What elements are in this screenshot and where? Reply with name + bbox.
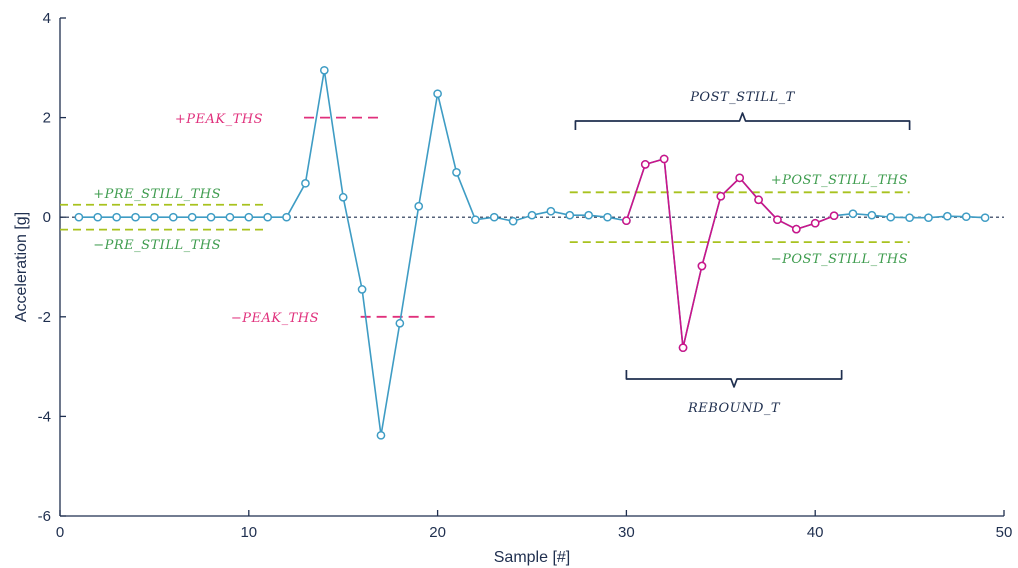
main-series-point (943, 211, 952, 221)
main-series-point (93, 212, 103, 222)
rebound-series-point (622, 216, 631, 226)
main-series-point (187, 212, 197, 222)
main-series-point (150, 212, 159, 222)
x-tick-label: 10 (240, 524, 257, 541)
main-series-point (924, 213, 933, 223)
main-series-point (886, 212, 896, 222)
y-tick-label: 2 (43, 110, 51, 127)
threshold-label: −PRE_STILL_THS (93, 238, 221, 253)
rebound-series-point (810, 218, 820, 228)
data-series (74, 65, 990, 440)
bracket-label: REBOUND_T (687, 401, 781, 416)
main-series-point (112, 212, 121, 222)
main-series-point (603, 212, 612, 222)
x-tick-label: 30 (618, 524, 635, 541)
main-series-point (282, 212, 291, 222)
rebound-series-point (754, 195, 763, 205)
main-series-point (357, 285, 367, 294)
threshold-label: +POST_STILL_THS (771, 173, 908, 188)
x-axis-label: Sample [#] (494, 549, 570, 566)
main-series-point (131, 212, 140, 222)
rebound-series-point (697, 261, 707, 271)
y-tick-label: -6 (38, 508, 51, 525)
rebound-series-point (640, 160, 650, 169)
main-series-point (168, 212, 178, 222)
main-series-point (376, 430, 386, 440)
main-series-point (433, 89, 442, 99)
main-series-point (527, 210, 537, 220)
main-series-point (867, 210, 877, 220)
y-tick-label: 4 (43, 10, 51, 27)
bracket-shape (625, 370, 843, 388)
time-brackets: POST_STILL_T REBOUND_T (574, 90, 911, 416)
y-axis-label: Acceleration [g] (13, 212, 30, 322)
threshold-lines: +PEAK_THS −PEAK_THS +PRE_STILL_THS −PRE_STI… (60, 112, 910, 326)
main-series-point (508, 216, 518, 226)
threshold-label: +PRE_STILL_THS (93, 187, 221, 202)
rebound-series-point (829, 211, 839, 221)
main-series-point (301, 178, 310, 188)
main-series-point (471, 215, 480, 225)
main-series-point (338, 192, 348, 202)
main-series-point (319, 65, 329, 75)
axes: 0 10 20 30 40 50 -6 -4 -2 0 2 4 (38, 10, 1013, 541)
main-series-point (74, 212, 84, 222)
main-series-point (244, 212, 254, 222)
main-series-point (395, 318, 405, 328)
y-tick-label: -2 (38, 309, 51, 326)
main-series-point (263, 212, 273, 222)
x-tick-label: 50 (996, 524, 1013, 541)
text-labels: Sample [#] Acceleration [g] (13, 212, 570, 566)
main-series-point (905, 213, 914, 223)
bracket-label: POST_STILL_T (689, 90, 795, 105)
rebound-series-point (659, 154, 669, 164)
rebound-series-point (716, 191, 726, 201)
x-tick-label: 0 (56, 524, 64, 541)
main-series-point (980, 213, 990, 223)
rebound-series-point (678, 343, 688, 353)
main-series-point (961, 212, 971, 222)
rebound-series-point (735, 173, 745, 183)
main-series-point (206, 212, 216, 222)
main-series-point (584, 210, 593, 220)
x-tick-label: 20 (429, 524, 446, 541)
main-series-point (414, 201, 424, 211)
main-series-point (489, 212, 499, 222)
main-series-point (452, 168, 461, 177)
y-tick-label: -4 (38, 408, 51, 425)
threshold-label: −PEAK_THS (231, 311, 319, 326)
rebound-series-point (773, 215, 782, 225)
rebound-series-point (791, 224, 801, 234)
y-tick-label: 0 (43, 209, 51, 226)
threshold-label: +PEAK_THS (175, 112, 263, 127)
main-series-point (225, 212, 235, 222)
x-tick-label: 40 (807, 524, 824, 541)
bracket-shape (574, 112, 911, 130)
main-series-point (546, 206, 556, 216)
main-series-point (565, 210, 575, 220)
threshold-label: −POST_STILL_THS (771, 252, 908, 267)
main-series-point (848, 209, 858, 219)
